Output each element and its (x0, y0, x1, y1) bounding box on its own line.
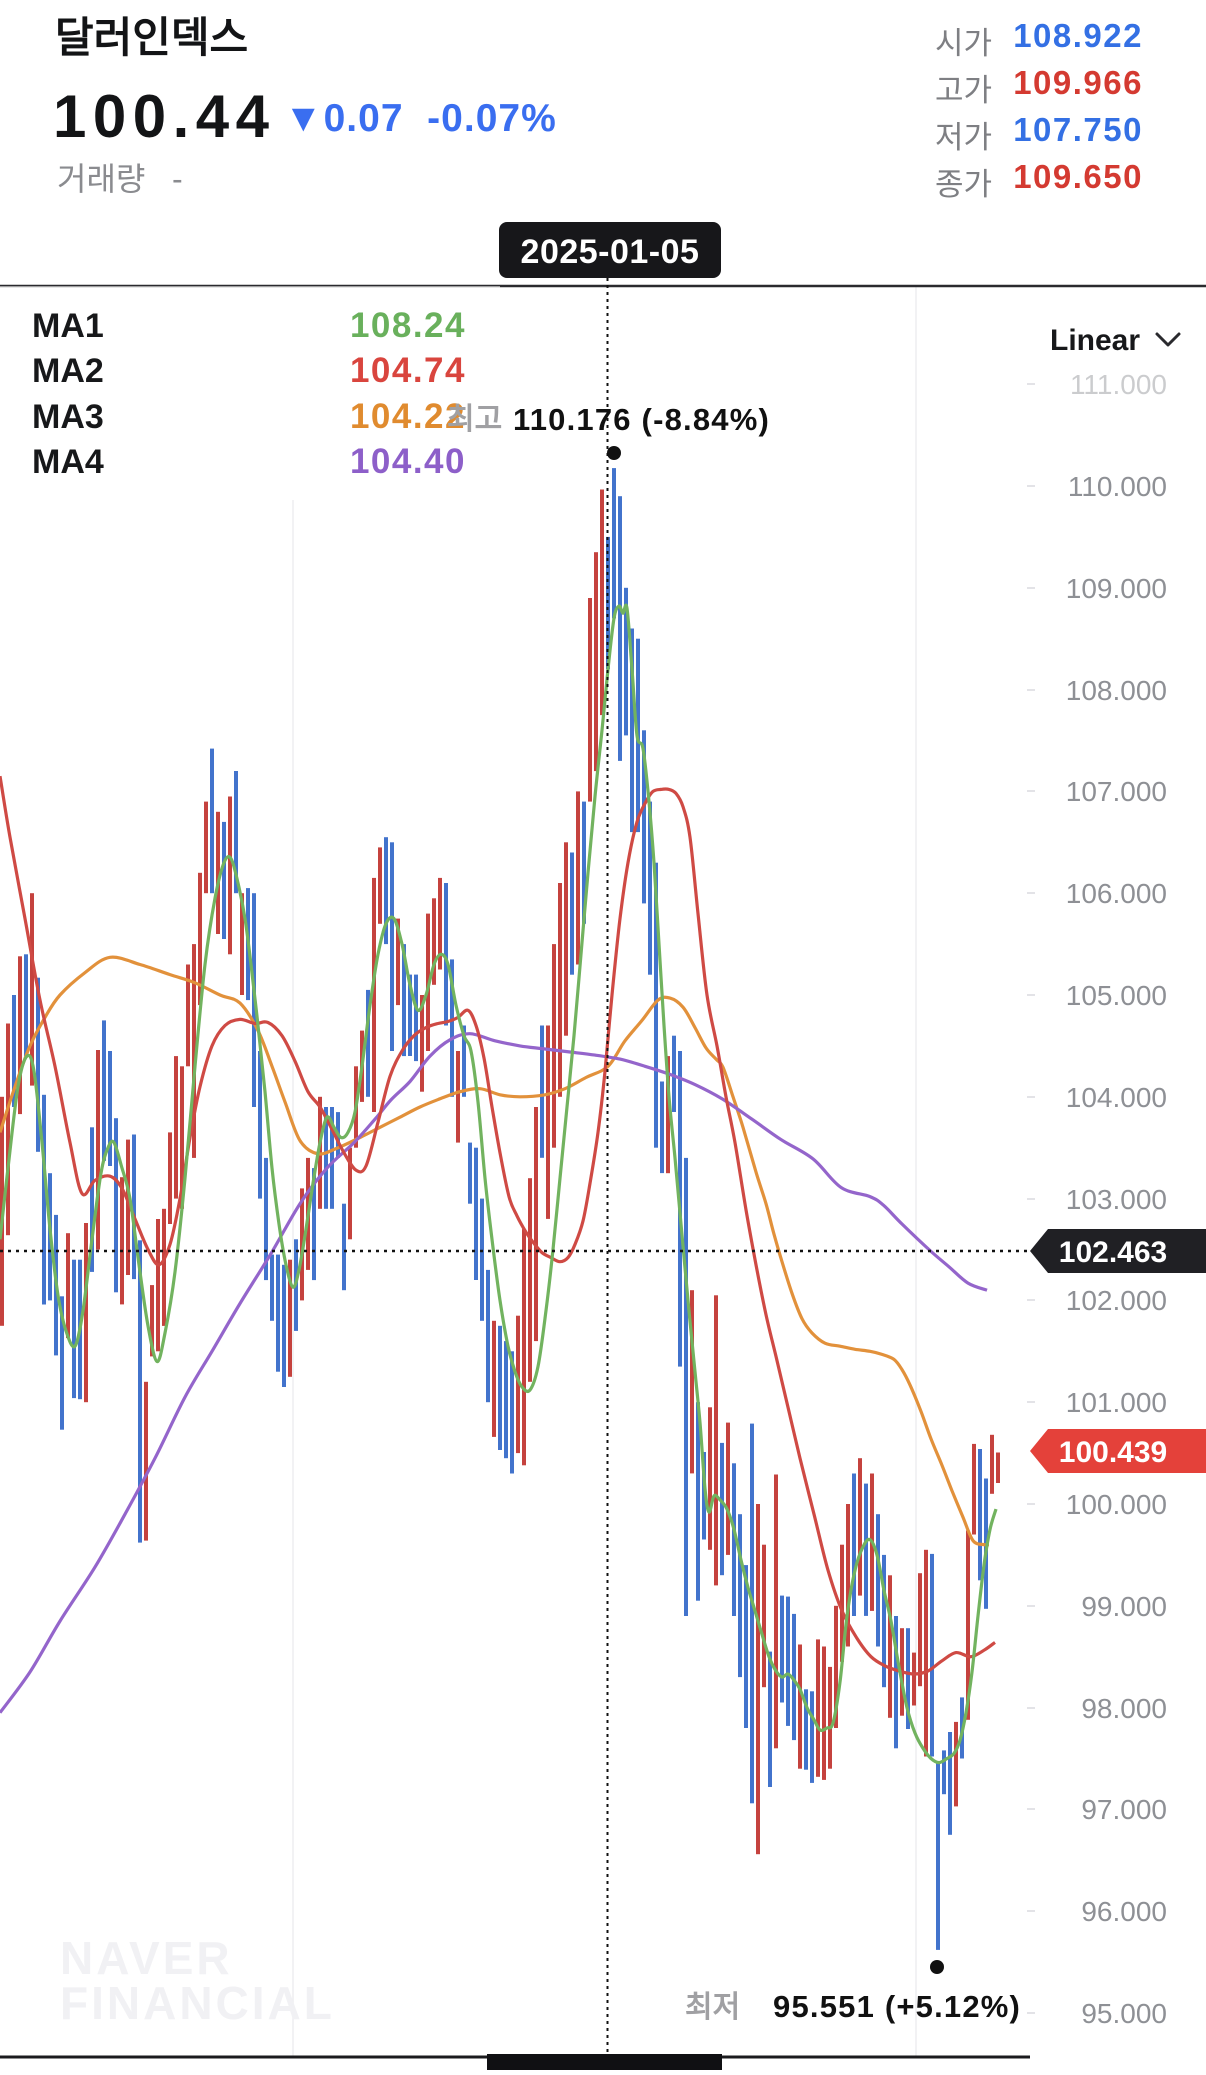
svg-text:MA1: MA1 (32, 307, 104, 345)
svg-text:FINANCIAL: FINANCIAL (60, 1977, 335, 2029)
svg-text:97.000: 97.000 (1081, 1794, 1167, 1825)
svg-text:MA4: MA4 (32, 443, 104, 481)
svg-text:99.000: 99.000 (1081, 1591, 1167, 1622)
svg-text:104.000: 104.000 (1066, 1082, 1167, 1113)
svg-text:102.463: 102.463 (1059, 1236, 1167, 1269)
svg-text:109.000: 109.000 (1066, 573, 1167, 604)
svg-text:최저: 최저 (685, 1991, 740, 2024)
svg-text:108.24: 108.24 (350, 306, 466, 345)
svg-text:100.439: 100.439 (1059, 1436, 1167, 1469)
svg-text:101.000: 101.000 (1066, 1387, 1167, 1418)
svg-text:최고: 최고 (447, 403, 502, 436)
svg-text:106.000: 106.000 (1066, 878, 1167, 909)
svg-text:Linear: Linear (1050, 324, 1140, 357)
svg-text:104.22: 104.22 (350, 397, 466, 436)
svg-text:NAVER: NAVER (60, 1932, 233, 1984)
svg-text:98.000: 98.000 (1081, 1693, 1167, 1724)
svg-text:110.000: 110.000 (1068, 471, 1167, 502)
svg-text:108.000: 108.000 (1066, 675, 1167, 706)
svg-text:95.000: 95.000 (1081, 1998, 1167, 2029)
svg-text:104.74: 104.74 (350, 351, 466, 390)
svg-text:107.000: 107.000 (1066, 776, 1167, 807)
svg-text:110.176 (-8.84%): 110.176 (-8.84%) (513, 402, 770, 437)
svg-text:103.000: 103.000 (1066, 1184, 1167, 1215)
svg-text:104.40: 104.40 (350, 442, 466, 481)
svg-text:MA3: MA3 (32, 398, 104, 436)
svg-text:111.000: 111.000 (1070, 369, 1167, 400)
svg-text:105.000: 105.000 (1066, 980, 1167, 1011)
svg-text:2025-01-05: 2025-01-05 (521, 233, 700, 271)
svg-text:100.000: 100.000 (1066, 1489, 1167, 1520)
svg-text:96.000: 96.000 (1081, 1896, 1167, 1927)
svg-text:MA2: MA2 (32, 352, 104, 390)
svg-text:102.000: 102.000 (1066, 1285, 1167, 1316)
svg-text:95.551 (+5.12%): 95.551 (+5.12%) (773, 1989, 1021, 2024)
